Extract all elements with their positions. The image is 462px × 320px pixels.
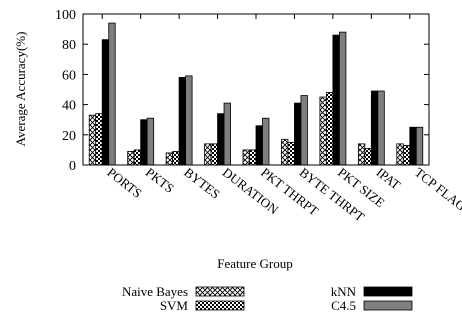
legend-swatch-naive-bayes [195,286,245,297]
bar-svm-pkts [133,149,142,166]
bar-c4-5-bytes [185,75,193,166]
bar-naive-bayes-pkt-size [319,96,327,166]
bar-knn-ports [101,39,110,166]
x-tick-label-ports: PORTS [104,165,145,201]
bar-knn-pkts [140,119,148,166]
bar-knn-pkt-size [332,34,340,166]
x-axis-title: Feature Group [217,256,292,271]
bar-naive-bayes-bytes [165,152,174,166]
y-tick-label: 0 [69,159,76,174]
bar-svm-byte-thrpt [287,141,295,166]
bar-knn-byte-thrpt [294,102,302,166]
y-tick-label: 60 [62,68,76,83]
y-tick-label: 80 [62,38,76,53]
bar-c4-5-byte-thrpt [300,95,308,166]
legend-label-naive-bayes: Naive Bayes [122,284,188,299]
legend-swatch-knn [363,286,413,297]
legend-swatch-c4-5 [363,300,413,311]
bar-c4-5-pkt-size [338,31,347,166]
x-tick-label-pkts: PKTS [143,165,177,196]
bar-knn-tcp-flag [409,126,417,166]
y-tick-label: 100 [55,8,76,23]
bar-naive-bayes-pkt-thrpt [242,149,250,166]
legend-label-svm: SVM [160,298,189,313]
bar-svm-bytes [172,151,180,166]
bar-c4-5-tcp-flag [415,126,424,166]
x-tick-label-bytes: BYTES [181,165,223,202]
bar-naive-bayes-byte-thrpt [281,138,289,166]
y-tick-label: 40 [62,99,76,114]
x-tick-label-tcp-flag: TCP FLAG [412,165,462,214]
bar-knn-pkt-thrpt [255,125,263,166]
legend-label-c4-5: C4.5 [331,298,356,313]
bar-svm-ports [95,113,103,166]
bar-svm-pkt-thrpt [249,149,257,166]
bar-c4-5-pkts [146,117,155,166]
legend-label-knn: kNN [331,284,357,299]
bar-svm-ipat [364,147,372,166]
y-tick-label: 20 [62,129,76,144]
x-tick-label-ipat: IPAT [373,165,403,193]
bar-svm-tcp-flag [402,144,411,166]
bar-svm-pkt-size [325,92,334,166]
bar-naive-bayes-duration [204,143,212,166]
y-axis-title: Average Accuracy(%) [13,32,28,147]
bar-naive-bayes-pkts [127,151,135,166]
bar-c4-5-ports [108,22,116,166]
bar-naive-bayes-ports [88,114,97,166]
bar-knn-bytes [178,77,187,166]
legend-swatch-svm [195,300,245,311]
bar-c4-5-ipat [377,90,385,166]
bar-naive-bayes-ipat [357,143,366,166]
bar-c4-5-pkt-thrpt [262,117,270,166]
bar-knn-duration [217,113,225,166]
bar-c4-5-duration [223,102,231,166]
bar-naive-bayes-tcp-flag [396,143,404,166]
bar-knn-ipat [370,90,379,166]
bar-svm-duration [210,143,218,166]
